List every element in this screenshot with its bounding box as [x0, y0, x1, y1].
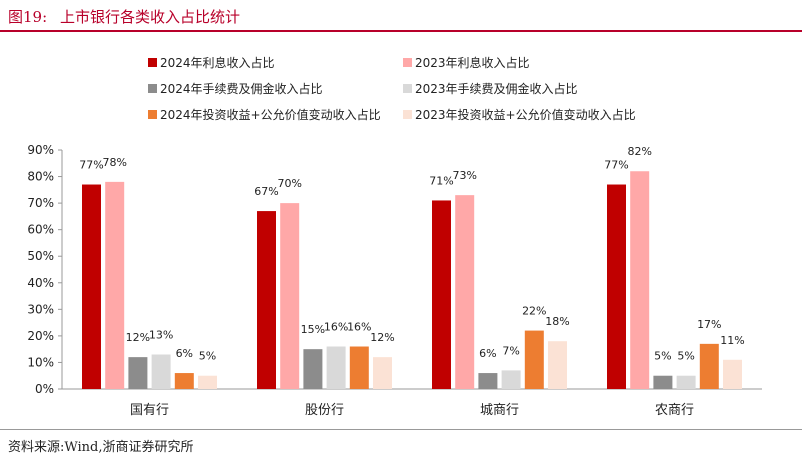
data-label: 16%	[324, 321, 348, 334]
bar	[349, 346, 369, 389]
data-label: 70%	[277, 177, 301, 190]
data-label: 18%	[545, 315, 569, 328]
legend-label: 2023年手续费及佣金收入占比	[415, 81, 578, 96]
data-label: 5%	[677, 350, 694, 363]
data-label: 12%	[126, 331, 150, 344]
y-tick-label: 40%	[27, 276, 54, 290]
data-label: 71%	[429, 174, 453, 187]
data-label: 67%	[254, 185, 278, 198]
data-label: 78%	[102, 156, 126, 169]
y-tick-label: 0%	[35, 382, 54, 396]
bar	[455, 195, 475, 389]
data-label: 7%	[502, 344, 519, 357]
bar	[198, 375, 217, 389]
data-label: 6%	[479, 347, 496, 360]
bar	[607, 184, 626, 389]
legend-swatch	[148, 84, 157, 93]
bar	[257, 211, 276, 389]
data-label: 17%	[697, 318, 721, 331]
bar	[373, 357, 392, 389]
bar	[630, 171, 650, 389]
bar	[326, 346, 346, 389]
x-tick-label: 国有行	[130, 403, 169, 418]
data-label: 77%	[604, 159, 628, 172]
legend-label: 2023年投资收益+公允价值变动收入占比	[415, 107, 636, 122]
data-label: 12%	[370, 331, 394, 344]
y-tick-label: 60%	[27, 223, 54, 237]
legend-label: 2023年利息收入占比	[415, 55, 530, 70]
data-label: 77%	[79, 159, 103, 172]
bar	[501, 370, 521, 389]
bar	[723, 359, 742, 389]
y-tick-label: 90%	[27, 143, 54, 157]
bar	[128, 357, 148, 389]
data-label: 22%	[522, 305, 546, 318]
y-tick-label: 20%	[27, 329, 54, 343]
bar	[174, 373, 194, 389]
bar	[280, 203, 300, 389]
bar	[478, 373, 498, 389]
legend-swatch	[148, 58, 157, 67]
legend-swatch	[148, 110, 157, 119]
legend-label: 2024年利息收入占比	[160, 55, 275, 70]
y-tick-label: 70%	[27, 196, 54, 210]
bar	[653, 375, 673, 389]
source-note: 资料来源:Wind,浙商证券研究所	[8, 440, 194, 455]
bar-chart: 2024年利息收入占比 2023年利息收入占比 2024年手续费及佣金收入占比 202…	[27, 55, 762, 418]
data-label: 11%	[720, 334, 744, 347]
data-label: 82%	[627, 145, 651, 158]
data-label: 13%	[149, 328, 173, 341]
bar	[82, 184, 101, 389]
bar	[699, 343, 719, 389]
data-label: 5%	[654, 350, 671, 363]
y-tick-label: 30%	[27, 302, 54, 316]
bar	[676, 375, 696, 389]
legend-swatch	[403, 110, 412, 119]
y-tick-label: 10%	[27, 355, 54, 369]
y-tick-label: 80%	[27, 170, 54, 184]
figure-header: 图19: 上市银行各类收入占比统计	[8, 6, 240, 27]
bar	[548, 341, 567, 389]
data-label: 6%	[176, 347, 193, 360]
x-tick-label: 城商行	[480, 403, 519, 418]
data-label: 73%	[452, 169, 476, 182]
x-tick-label: 农商行	[655, 403, 694, 418]
data-label: 15%	[301, 323, 325, 336]
legend-swatch	[403, 58, 412, 67]
legend-label: 2024年投资收益+公允价值变动收入占比	[160, 107, 381, 122]
data-label: 5%	[199, 350, 216, 363]
source-rule	[0, 429, 802, 430]
bar	[105, 181, 125, 389]
bar	[524, 330, 544, 389]
bar	[151, 354, 171, 389]
figure-label: 图19:	[8, 8, 48, 26]
y-tick-label: 50%	[27, 249, 54, 263]
header-rule	[0, 30, 802, 32]
figure-title: 上市银行各类收入占比统计	[59, 8, 240, 26]
legend-label: 2024年手续费及佣金收入占比	[160, 81, 323, 96]
data-label: 16%	[347, 321, 371, 334]
bar	[303, 349, 323, 389]
legend-swatch	[403, 84, 412, 93]
bar	[432, 200, 451, 389]
x-tick-label: 股份行	[305, 403, 344, 418]
